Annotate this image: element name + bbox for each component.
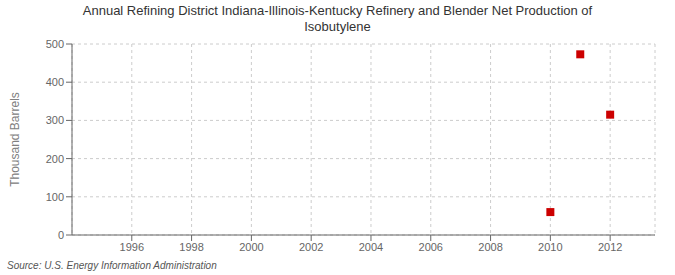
svg-text:2002: 2002 [299, 241, 323, 253]
svg-text:300: 300 [46, 114, 64, 126]
svg-text:2010: 2010 [538, 241, 562, 253]
svg-text:200: 200 [46, 153, 64, 165]
svg-text:100: 100 [46, 191, 64, 203]
svg-text:2006: 2006 [419, 241, 443, 253]
svg-text:2000: 2000 [239, 241, 263, 253]
svg-text:2008: 2008 [478, 241, 502, 253]
svg-text:2012: 2012 [598, 241, 622, 253]
svg-text:500: 500 [46, 38, 64, 50]
svg-text:1996: 1996 [120, 241, 144, 253]
html-text:Annual Refining District India: Annual Refining District Indiana-Illinoi… [82, 3, 593, 34]
svg-text:Thousand Barrels: Thousand Barrels [8, 92, 22, 187]
html-text:Source: U.S. Energy Informatio: Source: U.S. Energy Information Administ… [7, 260, 217, 271]
svg-text:400: 400 [46, 76, 64, 88]
svg-text:0: 0 [58, 229, 64, 241]
svg-text:1998: 1998 [179, 241, 203, 253]
svg-text:2004: 2004 [359, 241, 383, 253]
